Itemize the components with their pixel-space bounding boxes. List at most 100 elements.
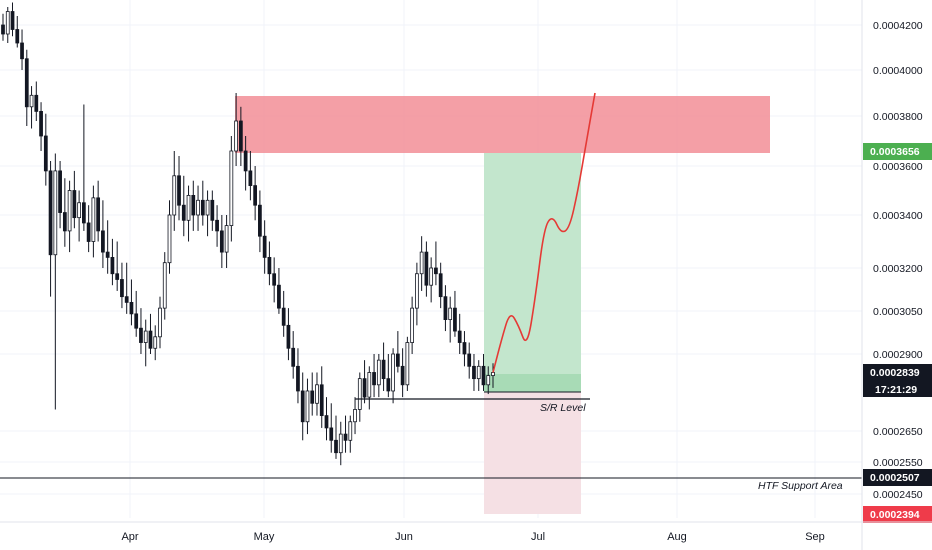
resistance-zone — [235, 96, 770, 153]
price-tick-label: 0.0004200 — [873, 20, 923, 32]
candle — [472, 354, 476, 391]
candle — [67, 180, 72, 253]
price-tick-label: 0.0003200 — [873, 263, 923, 275]
candle — [115, 241, 120, 291]
candle — [367, 366, 372, 410]
candle — [381, 342, 386, 391]
candle — [191, 180, 196, 231]
candle — [186, 185, 191, 242]
candle — [324, 397, 329, 441]
candle — [139, 308, 143, 354]
candle — [1, 13, 5, 41]
candle — [395, 331, 400, 373]
current-price-tag: 0.0002839 17:21:29 — [863, 364, 932, 397]
candle — [58, 161, 62, 229]
candle — [77, 190, 81, 242]
candle — [248, 151, 253, 201]
candle — [410, 296, 415, 354]
candle — [181, 175, 186, 237]
candle — [386, 354, 391, 398]
candle — [486, 366, 491, 395]
candle — [177, 156, 181, 221]
candle — [243, 136, 248, 191]
candle — [310, 372, 315, 416]
candle — [343, 415, 348, 453]
candle — [286, 308, 291, 361]
candle — [101, 200, 105, 268]
price-tick-label: 0.0002900 — [873, 349, 923, 361]
candle — [476, 360, 481, 391]
candle — [10, 2, 15, 37]
candle — [200, 180, 205, 226]
candle — [329, 403, 334, 453]
htf-support-price-tag: 0.0002507 — [863, 469, 932, 486]
projection-path — [492, 92, 596, 373]
candle — [457, 313, 462, 354]
price-tick-label: 0.0002550 — [873, 457, 923, 469]
candle — [62, 178, 67, 247]
candle — [219, 215, 224, 268]
candle — [20, 29, 24, 70]
candle — [443, 285, 448, 332]
candle — [262, 220, 267, 274]
candle — [43, 113, 48, 186]
time-axis[interactable]: Apr May Jun Jul Aug Sep — [121, 531, 824, 543]
candle — [429, 257, 434, 303]
candle — [253, 166, 258, 221]
candle — [391, 348, 395, 404]
stop-price-text: 0.0002394 — [870, 509, 920, 521]
time-tick-label: Apr — [121, 531, 138, 543]
candle — [91, 185, 96, 258]
htf-support-price-text: 0.0002507 — [870, 472, 920, 484]
candle — [267, 241, 272, 286]
candle — [143, 319, 148, 367]
candle — [338, 421, 343, 466]
candle — [148, 313, 153, 354]
candle — [167, 200, 172, 274]
candle — [353, 397, 357, 435]
candle — [348, 415, 353, 453]
price-tick-label: 0.0003050 — [873, 306, 923, 318]
candle — [372, 354, 376, 398]
candle — [134, 290, 139, 337]
candle — [296, 348, 300, 404]
candle — [153, 325, 158, 361]
candle — [405, 336, 410, 391]
candle — [172, 151, 177, 231]
candle — [110, 238, 115, 286]
candle — [105, 220, 110, 274]
candle — [29, 86, 34, 129]
candle — [334, 415, 338, 459]
candle — [224, 215, 229, 268]
price-tick-label: 0.0002450 — [873, 489, 923, 501]
sr-level-label: S/R Level — [540, 402, 586, 414]
candle — [238, 106, 243, 166]
price-tick-label: 0.0004000 — [873, 65, 923, 77]
grid — [0, 0, 862, 518]
price-tick-label: 0.0003600 — [873, 161, 923, 173]
candle — [434, 241, 438, 286]
candle — [376, 354, 381, 398]
candle — [300, 372, 305, 441]
price-tick-label: 0.0003800 — [873, 111, 923, 123]
candle — [424, 241, 429, 297]
candle — [462, 331, 467, 367]
loss-zone — [484, 392, 581, 514]
candle — [481, 354, 486, 391]
time-tick-label: Jun — [395, 531, 413, 543]
candle — [162, 252, 167, 320]
candle — [305, 378, 310, 435]
candle — [53, 153, 58, 410]
candle — [419, 236, 424, 291]
candle — [5, 7, 10, 43]
candle — [229, 136, 234, 242]
price-axis[interactable]: 0.0004200 0.0004000 0.0003800 0.0003600 0.00… — [873, 20, 923, 501]
price-tick-label: 0.0003400 — [873, 210, 923, 222]
candle — [291, 331, 296, 379]
candle — [357, 372, 362, 422]
profit-zone — [484, 153, 581, 374]
candle — [315, 372, 319, 416]
time-tick-label: Sep — [805, 531, 825, 543]
candle — [448, 296, 453, 343]
